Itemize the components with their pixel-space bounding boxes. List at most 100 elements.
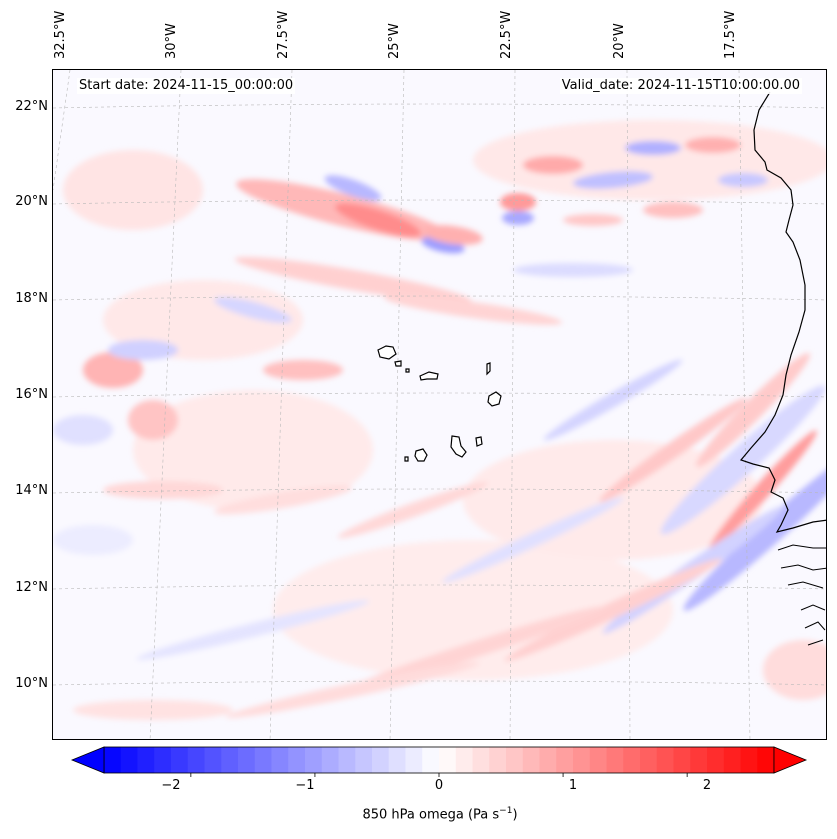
island-santo-antao [377,345,397,360]
colorbar-segment [305,747,323,773]
colorbar-min-extension [70,746,105,774]
colorbar-segment [154,747,172,773]
meridian-25w [389,70,405,739]
colorbar-label-suffix: ) [512,807,518,823]
african-coastline [739,91,826,533]
colorbar-segment [472,747,490,773]
lon-label-20w: 20°W [612,23,627,59]
colorbar-segment [455,747,474,773]
colorbar-segment [187,747,206,773]
lat-label-16n: 16°N [15,387,48,402]
lat-label-10n: 10°N [15,676,48,691]
colorbar-segment [673,747,691,773]
colorbar-segment [221,747,239,773]
colorbar-segment [723,747,742,773]
colorbar-segment [690,747,708,773]
colorbar-tick-label: 2 [702,778,712,793]
parallel-18n [53,295,826,301]
colorbar-label-prefix: 850 hPa omega (Pa s [362,807,500,823]
island-fogo [414,448,428,462]
parallel-14n [53,488,826,494]
colorbar-segment [120,747,139,773]
parallel-16n [53,392,826,398]
colorbar-label: 850 hPa omega (Pa s−1) [0,806,837,822]
meridian-20w [626,70,631,739]
colorbar-segment [238,747,256,773]
colorbar-segment [640,747,658,773]
cape-verde-islands [377,345,502,462]
colorbar-tick-marks [190,773,688,777]
colorbar-segment [740,747,758,773]
omega-field-bands [53,120,826,720]
parallel-20n [53,199,826,205]
island-santiago [450,435,467,458]
island-brava [404,456,409,462]
colorbar-segment [506,747,524,773]
colorbar-tick-label: 0 [434,778,444,793]
colorbar-segment [539,747,557,773]
colorbar-segment [439,747,457,773]
colorbar-segment [405,747,423,773]
colorbar-segment [589,747,608,773]
colorbar-segment [338,747,356,773]
lon-label-32-5w: 32.5°W [53,10,68,59]
graticule [53,70,826,739]
valid-date-label: Valid_date: 2024-11-15T10:00:00.00 [559,78,802,94]
colorbar-segment [522,747,541,773]
omega-field-map [53,70,826,739]
island-sao-nicolau [419,371,439,381]
colorbar-segment [104,747,122,773]
lat-label-22n: 22°N [15,99,48,114]
island-sao-vicente [394,360,402,367]
colorbar-segment [623,747,641,773]
lon-label-17-5w: 17.5°W [723,10,738,59]
colorbar-segment [171,747,189,773]
colorbar-segment [254,747,273,773]
colorbar-segment [355,747,373,773]
meridian-17-5w [738,70,751,739]
colorbar-segment [271,747,289,773]
colorbar-segment [388,747,407,773]
colorbar-segment [372,747,390,773]
colorbar-segment [422,747,440,773]
parallel-22n [53,103,826,109]
lon-label-27-5w: 27.5°W [276,10,291,59]
island-santa-luzia [405,368,410,373]
lon-label-22-5w: 22.5°W [499,10,514,59]
map-panel [52,69,827,740]
colorbar-segments [103,746,775,774]
colorbar-segment [288,747,306,773]
colorbar-tick-label: −1 [295,778,315,793]
colorbar-max-extension [773,746,808,774]
meridian-32-5w [53,70,71,191]
lat-label-14n: 14°N [15,483,48,498]
lat-label-18n: 18°N [15,291,48,306]
lon-label-30w: 30°W [164,23,179,59]
colorbar-segment [204,747,222,773]
meridian-22-5w [509,70,516,739]
lat-label-20n: 20°N [15,194,48,209]
parallel-12n [53,584,826,590]
colorbar-tick-label: −2 [161,778,181,793]
start-date-label: Start date: 2024-11-15_00:00:00 [77,78,296,94]
colorbar-segment [606,747,624,773]
parallel-10n [53,680,826,686]
colorbar-segment [707,747,725,773]
colorbar [70,746,808,777]
colorbar-segment [656,747,675,773]
colorbar-segment [489,747,507,773]
island-sal [486,362,491,376]
colorbar-tick-label: 1 [568,778,578,793]
colorbar-segment [757,747,775,773]
colorbar-segment [321,747,340,773]
colorbar-label-exponent: −1 [499,806,513,816]
guinea-bissau-coast [777,544,826,646]
colorbar-segment [573,747,591,773]
colorbar-segment [137,747,155,773]
island-maio [475,436,483,447]
meridian-30w [149,70,182,739]
island-boa-vista [487,391,502,407]
meridian-27-5w [269,70,293,739]
lon-label-25w: 25°W [387,23,402,59]
colorbar-segment [556,747,574,773]
